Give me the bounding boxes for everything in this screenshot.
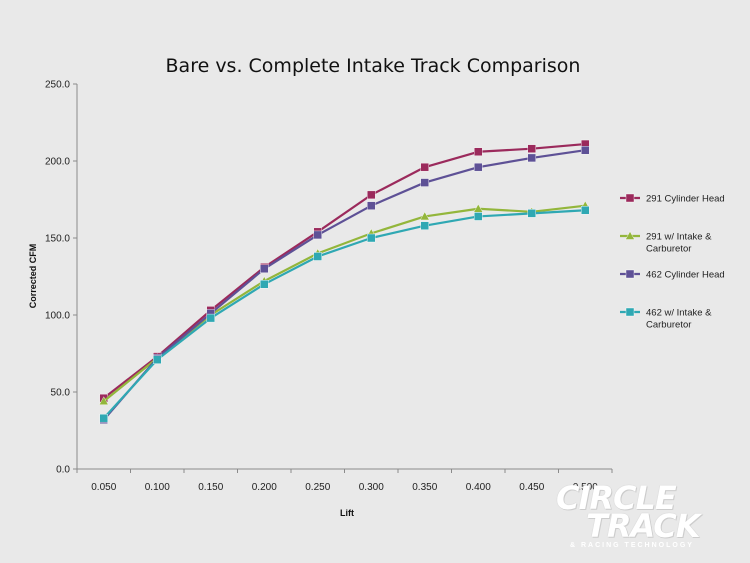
series bbox=[98, 200, 591, 405]
data-point bbox=[420, 178, 429, 187]
circle-track-logo: CIRCLE TRACK & RACING TECHNOLOGY bbox=[556, 479, 746, 558]
series-line bbox=[102, 209, 586, 419]
x-tick-label: 0.150 bbox=[198, 482, 223, 493]
data-point bbox=[527, 144, 536, 153]
y-tick-label: 50.0 bbox=[51, 388, 71, 399]
data-point bbox=[420, 162, 429, 172]
data-point bbox=[625, 269, 635, 279]
data-point bbox=[474, 162, 483, 172]
data-point bbox=[527, 209, 536, 218]
axes: 0.0 50.0 100.0 150.0 200.0 250.0 0.050 0.100 0.1… bbox=[45, 80, 613, 493]
series-layer bbox=[98, 139, 591, 424]
data-point bbox=[367, 190, 376, 200]
x-tick-label: 0.300 bbox=[359, 482, 384, 493]
x-tick-label: 0.250 bbox=[305, 482, 330, 493]
data-point bbox=[625, 307, 635, 317]
data-point bbox=[153, 355, 162, 364]
legend-label: Carburetor bbox=[646, 320, 691, 331]
y-tick-label: 100.0 bbox=[45, 311, 70, 322]
x-tick-label: 0.100 bbox=[145, 482, 170, 493]
data-point bbox=[474, 212, 483, 221]
series bbox=[99, 146, 590, 424]
data-point bbox=[98, 396, 109, 405]
y-tick-label: 200.0 bbox=[45, 157, 70, 168]
legend-label: 462 Cylinder Head bbox=[646, 270, 725, 281]
y-tick-label: 0.0 bbox=[56, 465, 70, 476]
data-point bbox=[206, 313, 215, 323]
x-tick-label: 0.400 bbox=[466, 482, 491, 493]
series-line bbox=[103, 142, 586, 400]
data-point bbox=[581, 206, 590, 215]
data-point bbox=[581, 146, 590, 155]
y-tick-label: 250.0 bbox=[45, 80, 70, 91]
data-point bbox=[99, 413, 108, 423]
y-axis-title: Corrected CFM bbox=[28, 244, 38, 309]
logo-line1: CIRCLE bbox=[556, 479, 677, 517]
legend-label: 291 w/ Intake & bbox=[646, 232, 712, 243]
x-tick-label: 0.050 bbox=[91, 482, 116, 493]
data-point bbox=[527, 153, 536, 163]
data-point bbox=[313, 252, 322, 261]
data-point bbox=[313, 230, 322, 240]
series-line bbox=[102, 149, 586, 421]
legend-item: 462 Cylinder Head bbox=[620, 270, 725, 281]
series bbox=[99, 206, 590, 423]
logo-line2: TRACK bbox=[586, 507, 701, 545]
data-point bbox=[420, 221, 429, 230]
data-point bbox=[474, 147, 483, 156]
data-point bbox=[260, 280, 269, 289]
x-tick-label: 0.200 bbox=[252, 482, 277, 493]
data-point bbox=[625, 193, 635, 203]
legend-label: 462 w/ Intake & bbox=[646, 308, 712, 319]
x-axis-title: Lift bbox=[340, 508, 354, 518]
legend-label: Carburetor bbox=[646, 244, 691, 255]
data-point bbox=[367, 201, 376, 210]
data-point bbox=[419, 211, 430, 221]
series-line bbox=[103, 204, 586, 403]
data-point bbox=[625, 231, 635, 240]
y-tick-label: 150.0 bbox=[45, 234, 70, 245]
legend-label: 291 Cylinder Head bbox=[646, 194, 725, 205]
x-tick-label: 0.350 bbox=[412, 482, 437, 493]
data-point bbox=[367, 233, 376, 243]
legend-item: 291 Cylinder Head bbox=[620, 194, 725, 205]
x-tick-label: 0.500 bbox=[573, 482, 598, 493]
logo-tagline: & RACING TECHNOLOGY bbox=[570, 542, 694, 549]
data-point bbox=[260, 264, 269, 273]
chart-title: Bare vs. Complete Intake Track Compariso… bbox=[166, 55, 581, 77]
legend-item: 291 w/ Intake &Carburetor bbox=[620, 231, 712, 255]
legend-item: 462 w/ Intake &Carburetor bbox=[620, 308, 712, 331]
x-tick-label: 0.450 bbox=[519, 482, 544, 493]
series bbox=[99, 139, 590, 403]
